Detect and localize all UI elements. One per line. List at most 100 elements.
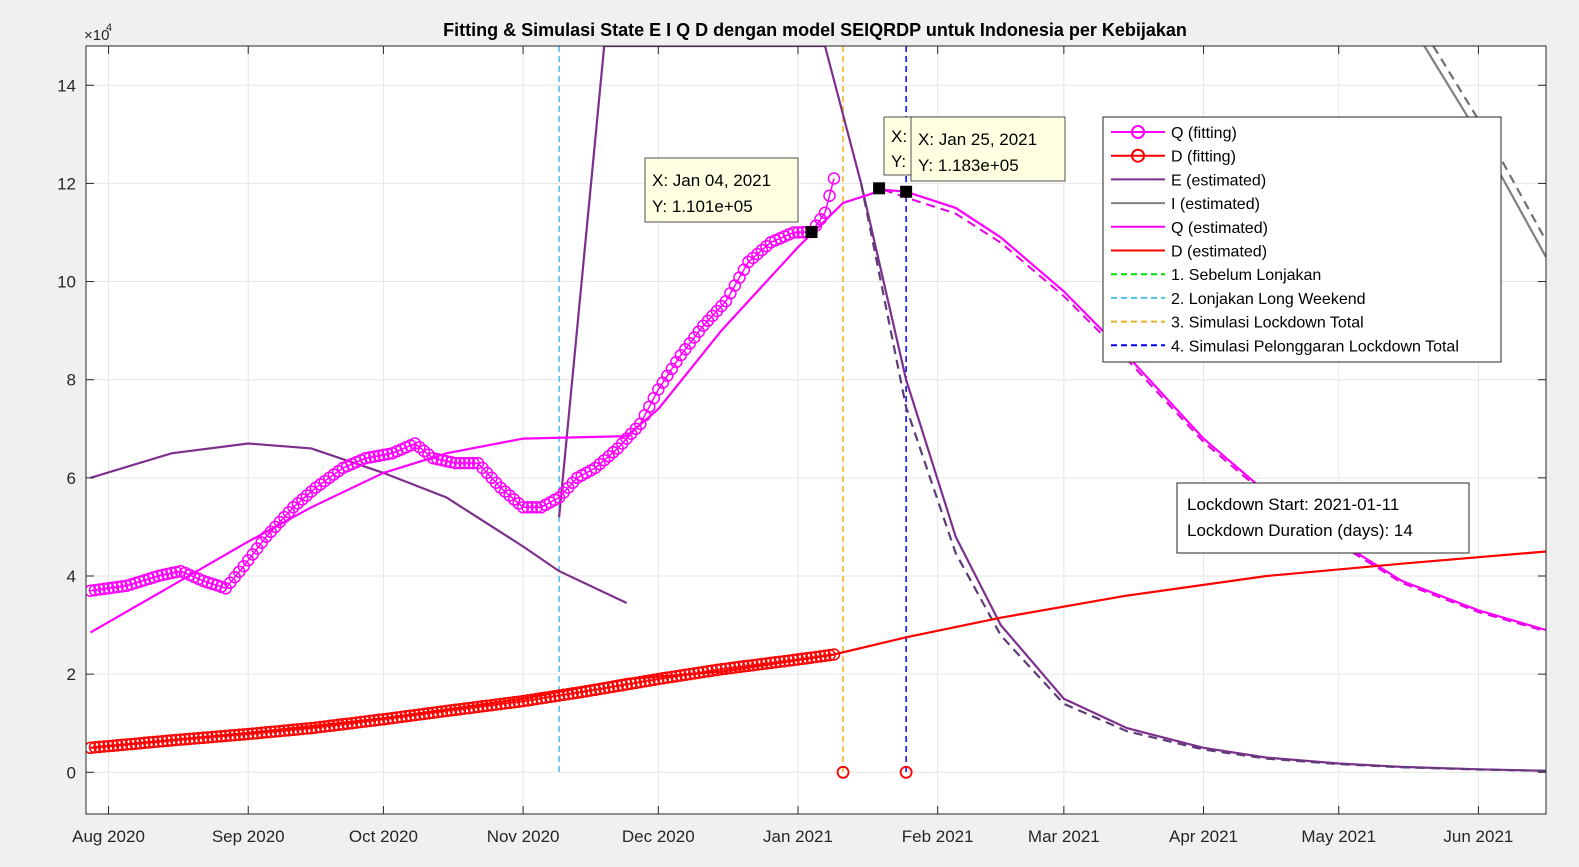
x-tick-label: Jun 2021 [1443, 827, 1513, 846]
series-d-fitting-point [787, 653, 800, 667]
series-d-fitting-point [796, 652, 809, 666]
y-tick-label: 2 [67, 665, 76, 684]
y-tick-label: 10 [57, 273, 76, 292]
y-tick-label: 12 [57, 174, 76, 193]
series-d-fitting-point [390, 711, 404, 724]
series-d-fitting-point [327, 719, 341, 732]
series-d-fitting-point [597, 681, 611, 695]
series-d-fitting-point [823, 648, 836, 662]
datatip-x-label: X: Jan 25, 2021 [918, 130, 1037, 149]
series-d-fitting-point [309, 721, 323, 734]
series-d-fitting-point [278, 724, 291, 737]
series-d-fitting-point [498, 697, 512, 710]
x-tick-label: Jan 2021 [763, 827, 833, 846]
series-e-estimated-2-dashed [860, 183, 1546, 772]
series-d-fitting-point [354, 715, 368, 729]
series-d-fitting-point [728, 661, 742, 674]
series-d-fitting-point [169, 733, 183, 747]
series-d-fitting-point [287, 723, 300, 737]
series-q-fitting-point [372, 449, 386, 463]
series-d-fitting-point [413, 708, 426, 721]
series-d-fitting-point [606, 680, 620, 693]
series-q-fitting-point [381, 447, 395, 461]
series-q-fitting-point [507, 493, 521, 506]
series-d-fitting-point [692, 666, 706, 679]
series-d-fitting-point [219, 729, 232, 743]
y-exponent-label: ×10 [84, 27, 109, 44]
series-d-fitting-point [566, 687, 579, 700]
series-q-fitting-point [88, 583, 102, 597]
series-d-fitting-point [836, 765, 850, 779]
series-d-fitting-point [525, 693, 539, 706]
series-d-fitting-point [719, 662, 733, 675]
y-tick-label: 4 [67, 567, 76, 586]
series-d-fitting-point [661, 671, 674, 684]
series-d-fitting-point [336, 718, 350, 731]
legend-swatch-marker [1131, 148, 1145, 163]
series-d-fitting-point [570, 686, 584, 699]
series-d-fitting-point [404, 709, 417, 722]
series-d-fitting-point [827, 648, 841, 661]
x-tick-label: Apr 2021 [1169, 827, 1238, 846]
series-d-fitting-point [683, 667, 697, 681]
series-d-fitting-point [386, 711, 399, 725]
series-d-fitting-point [467, 701, 480, 714]
series-q-fitting-point [156, 568, 169, 582]
series-d-fitting-point [246, 727, 259, 740]
series-d-fitting-point [93, 740, 106, 754]
series-d-fitting-point [372, 713, 386, 727]
datatip-y-label: Y: 1.101e+05 [652, 197, 753, 216]
annotation-line-2: Lockdown Duration (days): 14 [1187, 521, 1413, 540]
series-q-fitting-point [444, 455, 458, 469]
series-d-fitting-point [305, 721, 318, 735]
series-d-fitting-point [516, 694, 530, 708]
series-q-fitting-point [440, 454, 453, 468]
legend[interactable]: Q (fitting) D (fitting) E (estimated) I (es… [1102, 116, 1502, 363]
series-d-fitting-point [300, 722, 314, 735]
datatip-marker [805, 225, 818, 238]
datatip[interactable]: X: Jan 25, 2021 Y: 1.183e+05 [900, 116, 1066, 198]
series-d-fitting-point [710, 663, 724, 677]
datatip[interactable]: X: Jan 04, 2021 Y: 1.101e+05 [644, 157, 818, 238]
series-d-fitting-point [399, 710, 413, 723]
series-d-fitting-point [142, 736, 156, 749]
series-q-fitting-point [453, 456, 467, 470]
series-d-fitting-point [273, 724, 287, 738]
series-d-fitting-point [552, 689, 566, 702]
series-d-fitting-point [147, 735, 160, 749]
legend-item: Q (fitting) [1111, 125, 1237, 142]
series-q-fitting-point [665, 362, 679, 376]
series-d-fitting-point [494, 697, 507, 711]
series-q-fitting-point [431, 452, 444, 466]
series-q-fitting-point [814, 212, 827, 226]
series-q-fitting-point [363, 451, 377, 464]
series-d-fitting-point [291, 723, 305, 736]
series-d-fitting-point [444, 704, 458, 717]
series-d-fitting-point [269, 725, 282, 738]
series-d-fitting-point [160, 734, 174, 748]
legend-label: E (estimated) [1171, 172, 1266, 189]
datatip-y-label: Y: 1.183e+05 [918, 156, 1019, 175]
series-d-fitting-point [656, 672, 670, 685]
x-tick-label: May 2021 [1301, 827, 1376, 846]
series-d-fitting-point [187, 732, 201, 745]
series-d-fitting-point [480, 699, 494, 712]
series-d-fitting-point [746, 658, 760, 672]
series-d-fitting-point [178, 733, 192, 746]
series-d-fitting-point [539, 691, 552, 704]
series-q-fitting-point [160, 567, 174, 581]
series-d-fitting-point [543, 690, 557, 704]
series-d-fitting-point [575, 685, 588, 699]
series-d-fitting-point [88, 741, 102, 754]
series-d-fitting-point [241, 727, 255, 741]
series-d-fitting-point [724, 661, 737, 675]
series-q-fitting-point [530, 501, 543, 514]
series-q-fitting-point [449, 456, 462, 470]
series-q-fitting-point [115, 580, 129, 593]
series-d-fitting-point [359, 715, 372, 728]
series-d-fitting-point [665, 670, 679, 684]
series-d-fitting-point [282, 723, 296, 737]
series-d-fitting-point [237, 728, 250, 741]
